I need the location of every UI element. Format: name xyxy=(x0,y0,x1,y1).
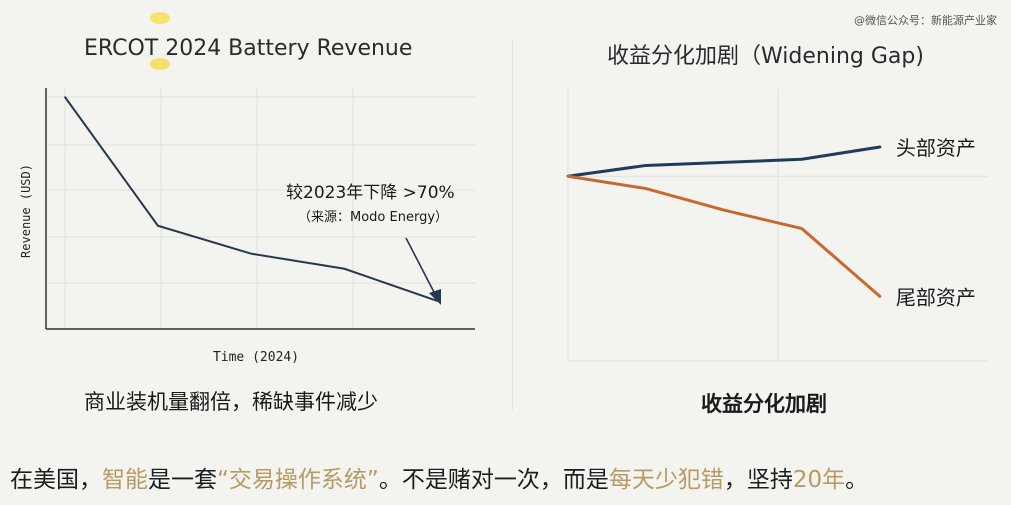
bottom-highlight-3: 每天少犯错 xyxy=(608,467,724,493)
left-chart-title: ERCOT 2024 Battery Revenue xyxy=(84,36,413,61)
bottom-summary: 在美国，智能是一套“交易操作系统”。不是赌对一次，而是每天少犯错，坚持20年。 xyxy=(10,460,868,494)
annotation-source: （来源：Modo Energy） xyxy=(298,210,448,225)
highlight-dot-top xyxy=(150,12,170,24)
left-y-axis-label: Revenue (USD) xyxy=(19,164,33,258)
highlight-dot-bottom xyxy=(150,58,170,70)
annotation-text: 较2023年下降 >70% xyxy=(286,183,455,203)
right-chart-title: 收益分化加剧（Widening Gap) xyxy=(607,44,924,69)
watermark: @微信公众号：新能源产业家 xyxy=(854,14,997,27)
panel-divider xyxy=(512,40,513,410)
annotation-arrow-head xyxy=(429,289,441,305)
bottom-text-1: 在美国， xyxy=(10,467,102,493)
bottom-text-4: ，坚持 xyxy=(723,467,793,493)
bottom-text-3: 。不是赌对一次，而是 xyxy=(378,467,609,493)
bottom-text-2: 是一套 xyxy=(148,467,217,493)
right-series-label-1: 尾部资产 xyxy=(896,285,976,309)
bottom-highlight-4: 20年 xyxy=(792,467,846,493)
annotation-arrow-shaft xyxy=(405,237,437,297)
left-x-axis-label: Time (2024) xyxy=(213,350,299,365)
right-series-line-1 xyxy=(566,174,882,298)
bottom-highlight-2: “交易操作系统” xyxy=(217,467,379,493)
right-series-line-0 xyxy=(566,145,882,178)
bottom-highlight-1: 智能 xyxy=(102,467,148,493)
right-chart-panel: 收益分化加剧（Widening Gap) 头部资产尾部资产 收益分化加剧 xyxy=(515,0,1011,430)
left-chart-caption: 商业装机量翻倍，稀缺事件减少 xyxy=(84,390,378,414)
left-chart: 较2023年下降 >70% （来源：Modo Energy） Time (2024… xyxy=(19,88,475,365)
bottom-text-5: 。 xyxy=(845,467,869,493)
right-chart-caption: 收益分化加剧 xyxy=(701,392,827,416)
right-series-label-0: 头部资产 xyxy=(896,136,976,160)
left-series-line xyxy=(63,96,439,302)
left-chart-panel: ERCOT 2024 Battery Revenue 较2023年下降 >70%… xyxy=(0,0,505,430)
